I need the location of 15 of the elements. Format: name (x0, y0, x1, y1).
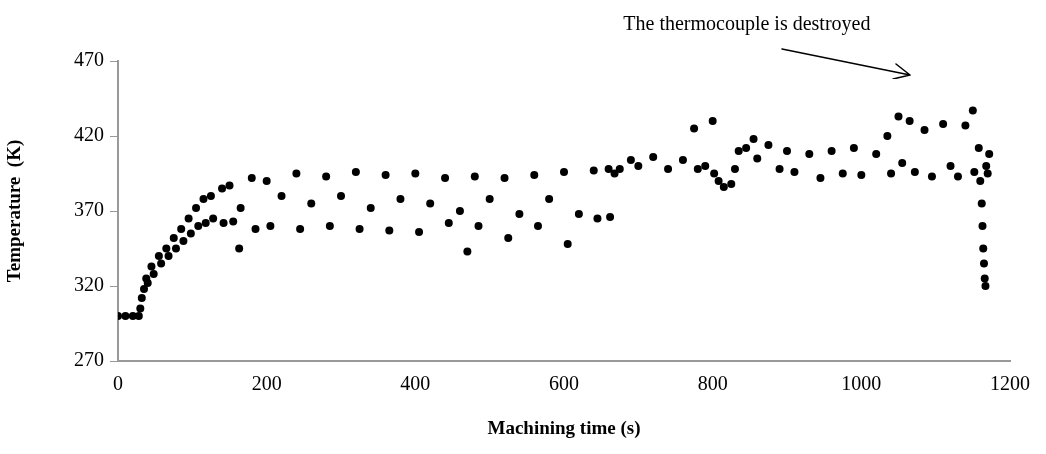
y-tick-label: 420 (74, 123, 104, 146)
y-tick-label: 370 (74, 198, 104, 221)
x-tick-label: 800 (697, 372, 728, 395)
x-axis-title: Machining time (s) (487, 416, 641, 439)
x-tick-label: 200 (251, 372, 282, 395)
y-tick-label: 320 (74, 273, 104, 296)
y-tick-label: 270 (74, 348, 104, 371)
y-tick-label: 470 (74, 48, 104, 71)
x-tick-label: 1200 (990, 372, 1030, 395)
text: The thermocouple is destroyed (623, 12, 871, 36)
x-tick-label: 400 (400, 372, 431, 395)
x-tick-label: 1000 (841, 372, 882, 395)
y-axis-title: Temperature (K) (3, 139, 26, 283)
x-tick-label: 600 (549, 372, 579, 395)
x-tick-label: 0 (113, 372, 123, 395)
